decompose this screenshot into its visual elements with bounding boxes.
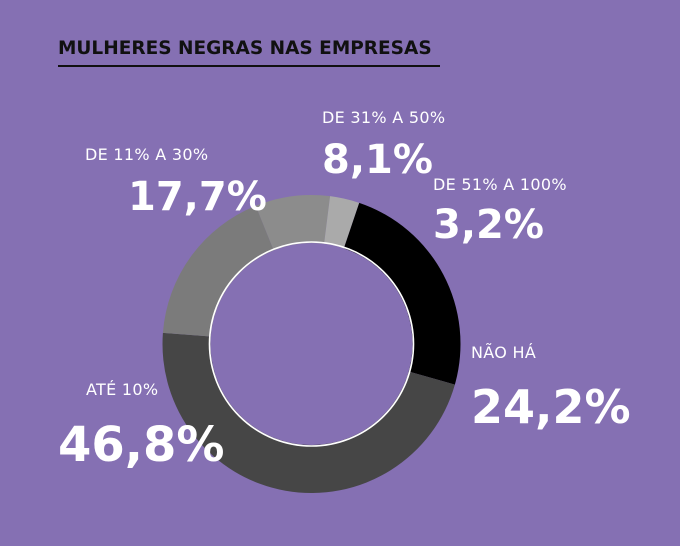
donut-slice-0 (255, 195, 331, 251)
slice-value-11-30: 17,7% (128, 174, 267, 220)
donut-slices (162, 195, 461, 494)
slice-label-ate-10: ATÉ 10% (86, 380, 158, 399)
slice-value-31-50: 8,1% (322, 137, 433, 183)
donut-slice-2 (343, 202, 461, 385)
donut-slice-1 (324, 196, 360, 249)
inner-ring-line (208, 241, 415, 447)
donut-slice-4 (162, 205, 274, 337)
slice-value-ate-10: 46,8% (58, 417, 225, 473)
chart-title: MULHERES NEGRAS NAS EMPRESAS (58, 38, 432, 59)
slice-label-51-100: DE 51% A 100% (433, 175, 567, 194)
donut-slice-3 (162, 332, 455, 494)
slice-label-11-30: DE 11% A 30% (85, 145, 208, 164)
slice-value-nao-ha: 24,2% (471, 380, 631, 434)
title-underline (58, 65, 440, 67)
slice-value-51-100: 3,2% (433, 202, 544, 248)
slice-label-31-50: DE 31% A 50% (322, 108, 445, 127)
slice-label-nao-ha: NÃO HÁ (471, 343, 536, 362)
